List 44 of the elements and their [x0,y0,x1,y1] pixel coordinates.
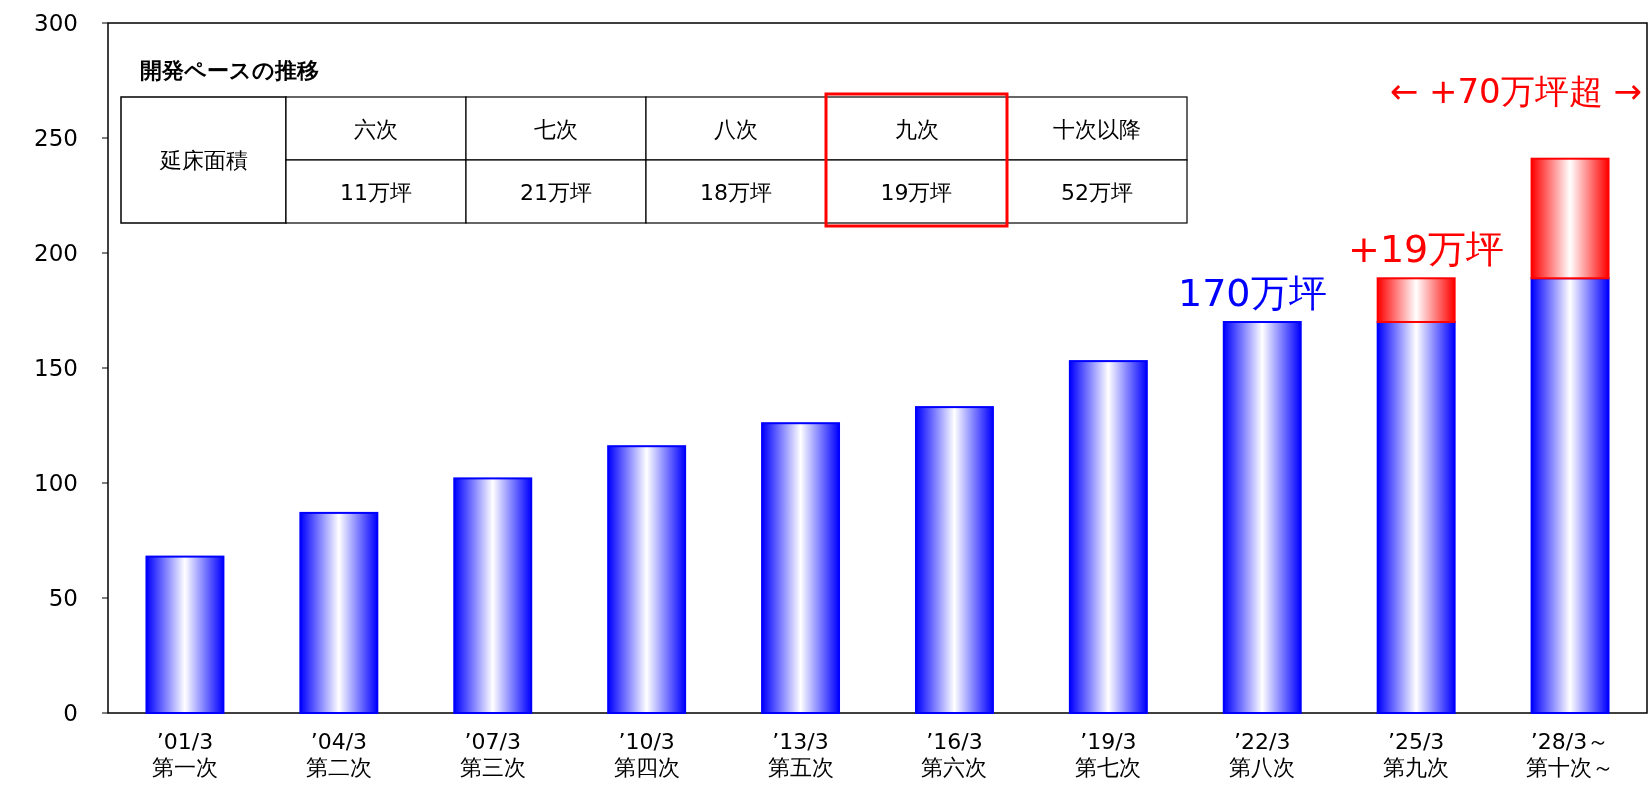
y-tick-label: 100 [34,470,78,496]
annotation: 開発ペースの推移 [140,58,319,83]
x-tick-label: ’04/3第二次 [305,729,372,781]
y-tick-label: 50 [48,585,78,611]
x-tick-label: ’07/3第三次 [459,729,526,781]
x-tick-label: ’25/3第九次 [1383,729,1450,781]
bar [1222,321,1302,714]
y-tick-label: 250 [34,125,78,151]
bar [453,477,533,714]
annotation: 21万坪 [520,179,592,205]
annotation: 170万坪 [1177,271,1327,315]
annotation: 52万坪 [1061,179,1133,205]
x-tick-label: ’28/3～第十次～ [1526,729,1615,781]
bar [607,445,687,714]
y-tick-label: 150 [34,355,78,381]
x-tick-label: ’22/3第八次 [1229,729,1296,781]
bar [1376,277,1456,323]
x-tick-label: ’16/3第六次 [921,729,988,781]
y-tick-label: 0 [63,700,78,726]
x-tick-label: ’19/3第七次 [1075,729,1142,781]
bar [299,511,379,714]
bar [914,406,994,714]
annotation: 十次以降 [1053,116,1141,142]
annotation: ← +70万坪超 → [1389,71,1642,111]
annotation: +19万坪 [1348,227,1505,272]
annotation: 11万坪 [340,179,412,205]
bar [761,422,841,714]
annotation: 六次 [354,116,398,142]
annotation: 七次 [534,116,578,142]
y-tick-label: 300 [34,10,78,36]
bar [1530,157,1610,280]
annotation: 延床面積 [158,148,248,173]
bar [1068,360,1148,714]
annotation: 19万坪 [880,179,953,205]
bar [145,555,225,714]
annotation: 八次 [714,116,758,142]
annotation: 九次 [894,116,939,142]
y-tick-label: 200 [34,240,78,266]
bar [1530,277,1610,714]
bar [1376,321,1456,714]
x-tick-label: ’10/3第四次 [613,729,680,781]
x-tick-label: ’01/3第一次 [151,729,218,781]
x-tick-label: ’13/3第五次 [767,729,834,781]
annotation: 18万坪 [700,179,772,205]
